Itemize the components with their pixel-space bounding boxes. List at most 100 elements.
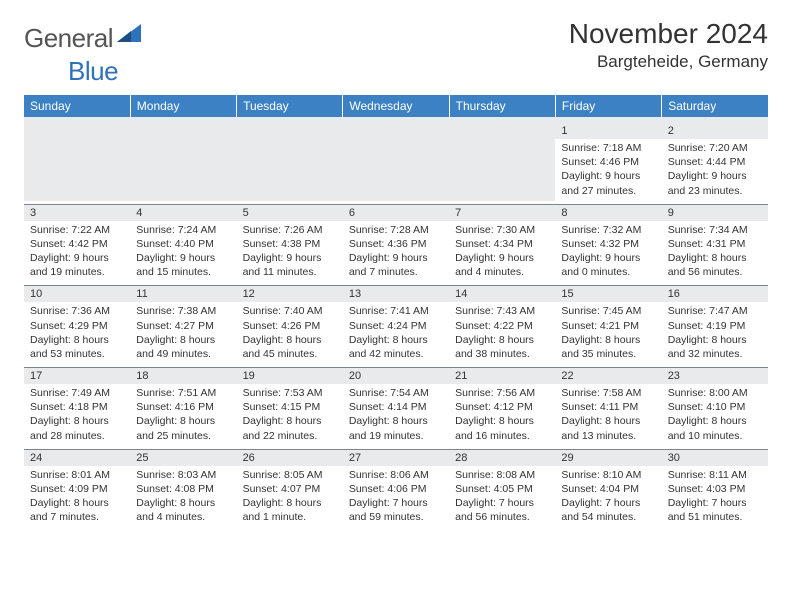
sunrise-text: Sunrise: 7:49 AM — [30, 386, 124, 400]
day-body: Sunrise: 7:41 AMSunset: 4:24 PMDaylight:… — [343, 302, 449, 367]
day-body: Sunrise: 7:56 AMSunset: 4:12 PMDaylight:… — [449, 384, 555, 449]
calendar-cell — [24, 123, 130, 204]
calendar-cell: 27Sunrise: 8:06 AMSunset: 4:06 PMDayligh… — [343, 449, 449, 530]
sunrise-text: Sunrise: 8:03 AM — [136, 468, 230, 482]
day-number: 9 — [662, 205, 768, 221]
day-body-empty — [237, 139, 343, 201]
sunset-text: Sunset: 4:04 PM — [561, 482, 655, 496]
calendar-cell: 24Sunrise: 8:01 AMSunset: 4:09 PMDayligh… — [24, 449, 130, 530]
sunset-text: Sunset: 4:07 PM — [243, 482, 337, 496]
day-number: 17 — [24, 368, 130, 384]
day-body: Sunrise: 8:01 AMSunset: 4:09 PMDaylight:… — [24, 466, 130, 531]
daylight-text: Daylight: 8 hours and 7 minutes. — [30, 496, 124, 524]
sunrise-text: Sunrise: 8:06 AM — [349, 468, 443, 482]
daylight-text: Daylight: 8 hours and 16 minutes. — [455, 414, 549, 442]
sunset-text: Sunset: 4:03 PM — [668, 482, 762, 496]
day-number: 8 — [555, 205, 661, 221]
sunset-text: Sunset: 4:21 PM — [561, 319, 655, 333]
calendar-row: 1Sunrise: 7:18 AMSunset: 4:46 PMDaylight… — [24, 123, 768, 204]
daylight-text: Daylight: 8 hours and 4 minutes. — [136, 496, 230, 524]
sunrise-text: Sunrise: 7:40 AM — [243, 304, 337, 318]
day-number: 28 — [449, 450, 555, 466]
daylight-text: Daylight: 9 hours and 4 minutes. — [455, 251, 549, 279]
day-body-empty — [24, 139, 130, 201]
day-number: 22 — [555, 368, 661, 384]
day-body: Sunrise: 7:32 AMSunset: 4:32 PMDaylight:… — [555, 221, 661, 286]
calendar-cell: 5Sunrise: 7:26 AMSunset: 4:38 PMDaylight… — [237, 204, 343, 286]
calendar-cell: 10Sunrise: 7:36 AMSunset: 4:29 PMDayligh… — [24, 286, 130, 368]
location-label: Bargteheide, Germany — [569, 52, 768, 72]
day-number: 24 — [24, 450, 130, 466]
day-body: Sunrise: 7:58 AMSunset: 4:11 PMDaylight:… — [555, 384, 661, 449]
daylight-text: Daylight: 9 hours and 27 minutes. — [561, 169, 655, 197]
calendar-cell: 29Sunrise: 8:10 AMSunset: 4:04 PMDayligh… — [555, 449, 661, 530]
weekday-header: Monday — [130, 95, 236, 117]
sunrise-text: Sunrise: 7:28 AM — [349, 223, 443, 237]
sunset-text: Sunset: 4:32 PM — [561, 237, 655, 251]
calendar-row: 3Sunrise: 7:22 AMSunset: 4:42 PMDaylight… — [24, 204, 768, 286]
calendar-cell: 19 Sunrise: 7:53 AMSunset: 4:15 PMDayligh… — [237, 368, 343, 450]
daylight-text: Daylight: 8 hours and 22 minutes. — [243, 414, 337, 442]
sunrise-text: Sunrise: 7:53 AM — [243, 386, 337, 400]
calendar-cell: 8Sunrise: 7:32 AMSunset: 4:32 PMDaylight… — [555, 204, 661, 286]
daylight-text: Daylight: 8 hours and 32 minutes. — [668, 333, 762, 361]
calendar-cell: 22Sunrise: 7:58 AMSunset: 4:11 PMDayligh… — [555, 368, 661, 450]
day-body: Sunrise: 8:05 AMSunset: 4:07 PMDaylight:… — [237, 466, 343, 531]
weekday-header: Thursday — [449, 95, 555, 117]
calendar-row: 24Sunrise: 8:01 AMSunset: 4:09 PMDayligh… — [24, 449, 768, 530]
sunset-text: Sunset: 4:34 PM — [455, 237, 549, 251]
day-number-empty — [449, 123, 555, 139]
sunset-text: Sunset: 4:36 PM — [349, 237, 443, 251]
sunrise-text: Sunrise: 7:56 AM — [455, 386, 549, 400]
sunset-text: Sunset: 4:26 PM — [243, 319, 337, 333]
calendar-cell — [449, 123, 555, 204]
daylight-text: Daylight: 8 hours and 45 minutes. — [243, 333, 337, 361]
day-number: 2 — [662, 123, 768, 139]
day-body: Sunrise: 7:45 AMSunset: 4:21 PMDaylight:… — [555, 302, 661, 367]
day-number: 6 — [343, 205, 449, 221]
sunrise-text: Sunrise: 8:01 AM — [30, 468, 124, 482]
calendar-cell: 15Sunrise: 7:45 AMSunset: 4:21 PMDayligh… — [555, 286, 661, 368]
sunset-text: Sunset: 4:40 PM — [136, 237, 230, 251]
calendar-cell: 20Sunrise: 7:54 AMSunset: 4:14 PMDayligh… — [343, 368, 449, 450]
sunset-text: Sunset: 4:16 PM — [136, 400, 230, 414]
day-body: Sunrise: 7:26 AMSunset: 4:38 PMDaylight:… — [237, 221, 343, 286]
day-number: 7 — [449, 205, 555, 221]
calendar-row: 17Sunrise: 7:49 AMSunset: 4:18 PMDayligh… — [24, 368, 768, 450]
sunrise-text: Sunrise: 8:10 AM — [561, 468, 655, 482]
calendar-cell: 13Sunrise: 7:41 AMSunset: 4:24 PMDayligh… — [343, 286, 449, 368]
day-number: 12 — [237, 286, 343, 302]
day-body: Sunrise: 7:54 AMSunset: 4:14 PMDaylight:… — [343, 384, 449, 449]
sunset-text: Sunset: 4:15 PM — [243, 400, 337, 414]
sunset-text: Sunset: 4:09 PM — [30, 482, 124, 496]
day-body: Sunrise: 7:20 AMSunset: 4:44 PMDaylight:… — [662, 139, 768, 204]
sunrise-text: Sunrise: 7:20 AM — [668, 141, 762, 155]
sunrise-text: Sunrise: 7:51 AM — [136, 386, 230, 400]
day-number: 19 — [237, 368, 343, 384]
day-number: 15 — [555, 286, 661, 302]
day-body: Sunrise: 7:49 AMSunset: 4:18 PMDaylight:… — [24, 384, 130, 449]
sunrise-text: Sunrise: 8:05 AM — [243, 468, 337, 482]
day-body: Sunrise: 8:06 AMSunset: 4:06 PMDaylight:… — [343, 466, 449, 531]
daylight-text: Daylight: 9 hours and 19 minutes. — [30, 251, 124, 279]
daylight-text: Daylight: 8 hours and 53 minutes. — [30, 333, 124, 361]
daylight-text: Daylight: 9 hours and 0 minutes. — [561, 251, 655, 279]
daylight-text: Daylight: 7 hours and 59 minutes. — [349, 496, 443, 524]
sunset-text: Sunset: 4:18 PM — [30, 400, 124, 414]
sunrise-text: Sunrise: 8:08 AM — [455, 468, 549, 482]
sunrise-text: Sunrise: 7:47 AM — [668, 304, 762, 318]
day-number: 26 — [237, 450, 343, 466]
sunrise-text: Sunrise: 8:11 AM — [668, 468, 762, 482]
weekday-header: Friday — [555, 95, 661, 117]
sunset-text: Sunset: 4:05 PM — [455, 482, 549, 496]
day-number-empty — [237, 123, 343, 139]
sunrise-text: Sunrise: 7:32 AM — [561, 223, 655, 237]
day-number-empty — [24, 123, 130, 139]
day-number: 30 — [662, 450, 768, 466]
calendar-cell: 14Sunrise: 7:43 AMSunset: 4:22 PMDayligh… — [449, 286, 555, 368]
daylight-text: Daylight: 8 hours and 25 minutes. — [136, 414, 230, 442]
daylight-text: Daylight: 8 hours and 42 minutes. — [349, 333, 443, 361]
day-body: Sunrise: 7:22 AMSunset: 4:42 PMDaylight:… — [24, 221, 130, 286]
sunset-text: Sunset: 4:11 PM — [561, 400, 655, 414]
daylight-text: Daylight: 8 hours and 56 minutes. — [668, 251, 762, 279]
